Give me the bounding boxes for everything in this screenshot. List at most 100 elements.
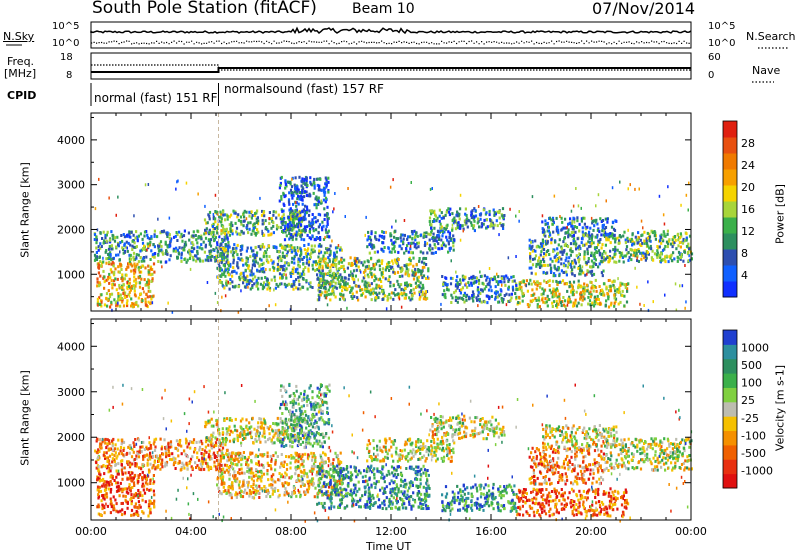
echo-cell	[275, 227, 279, 231]
echo-cell	[575, 187, 577, 190]
echo-cell	[532, 298, 535, 302]
echo-cell	[110, 505, 113, 509]
echo-cell	[139, 505, 142, 509]
echo-cell	[118, 452, 121, 456]
echo-cell	[530, 282, 533, 286]
echo-cell	[631, 232, 634, 236]
echo-cell	[152, 294, 155, 298]
echo-cell	[688, 181, 690, 185]
echo-cell	[161, 265, 163, 269]
echo-cell	[493, 211, 496, 214]
echo-cell	[131, 264, 134, 268]
echo-cell	[586, 234, 589, 238]
echo-cell	[605, 199, 607, 203]
echo-cell	[303, 177, 306, 181]
echo-cell	[326, 235, 329, 239]
echo-cell	[114, 267, 117, 271]
echo-cell	[616, 290, 619, 294]
echo-cell	[226, 247, 230, 250]
echo-cell	[114, 498, 117, 502]
echo-cell	[335, 267, 338, 271]
echo-cell	[267, 244, 271, 248]
echo-cell	[560, 245, 563, 249]
echo-cell	[224, 213, 227, 217]
echo-cell	[600, 256, 603, 260]
echo-cell	[288, 248, 291, 252]
echo-cell	[120, 459, 123, 463]
echo-cell	[279, 257, 282, 261]
echo-cell	[527, 282, 531, 286]
echo-cell	[578, 252, 580, 256]
echo-cell	[301, 258, 304, 261]
echo-cell	[258, 264, 261, 268]
echo-cell	[663, 234, 666, 238]
echo-cell	[647, 280, 649, 284]
echo-cell	[142, 476, 145, 480]
echo-cell	[170, 239, 172, 243]
echo-cell	[588, 291, 591, 295]
echo-cell	[390, 291, 393, 295]
echo-cell	[96, 277, 99, 281]
echo-cell	[129, 487, 132, 490]
echo-cell	[522, 280, 525, 284]
echo-cell	[147, 468, 151, 472]
echo-cell	[582, 216, 585, 220]
echo-cell	[130, 478, 133, 482]
echo-cell	[222, 230, 225, 234]
echo-cell	[139, 491, 142, 495]
echo-cell	[99, 274, 102, 278]
echo-cell	[242, 271, 245, 275]
echo-cell	[394, 288, 397, 292]
echo-cell	[225, 227, 228, 231]
echo-cell	[557, 232, 560, 236]
echo-cell	[687, 208, 689, 212]
echo-cell	[514, 292, 517, 295]
echo-cell	[235, 230, 238, 234]
echo-cell	[180, 253, 183, 256]
echo-cell	[200, 465, 203, 469]
echo-cell	[97, 248, 100, 252]
echo-cell	[412, 271, 415, 275]
echo-cell	[101, 484, 104, 488]
echo-cell	[208, 449, 211, 453]
echo-cell	[564, 305, 567, 308]
echo-cell	[501, 298, 504, 302]
echo-cell	[219, 254, 222, 258]
echo-cell	[447, 240, 450, 244]
echo-cell	[490, 222, 493, 226]
echo-cell	[322, 276, 325, 280]
echo-cell	[367, 275, 370, 279]
echo-cell	[95, 258, 99, 261]
echo-cell	[106, 459, 109, 463]
echo-cell	[205, 227, 208, 231]
echo-cell	[305, 179, 308, 183]
echo-cell	[452, 234, 455, 238]
echo-cell	[220, 220, 223, 224]
echo-cell	[399, 266, 402, 270]
echo-cell	[187, 231, 190, 235]
echo-cell	[303, 272, 306, 276]
echo-cell	[108, 245, 111, 248]
echo-cell	[568, 298, 571, 302]
echo-cell	[157, 457, 160, 461]
echo-cell	[373, 263, 376, 267]
echo-cell	[191, 241, 194, 245]
echo-cell	[614, 297, 618, 301]
echo-cell	[455, 270, 457, 274]
echo-cell	[196, 451, 199, 455]
echo-cell	[326, 220, 329, 224]
echo-cell	[241, 276, 244, 280]
echo-cell	[95, 450, 98, 454]
echo-cell	[229, 264, 232, 268]
echo-cell	[614, 240, 617, 244]
echo-cell	[151, 254, 154, 258]
echo-cell	[339, 282, 342, 286]
echo-cell	[103, 239, 106, 243]
echo-cell	[197, 236, 200, 240]
echo-cell	[213, 464, 216, 468]
echo-cell	[128, 261, 131, 265]
echo-cell	[154, 437, 158, 441]
echo-cell	[420, 269, 423, 273]
echo-cell	[173, 461, 176, 465]
echo-cell	[282, 209, 285, 213]
